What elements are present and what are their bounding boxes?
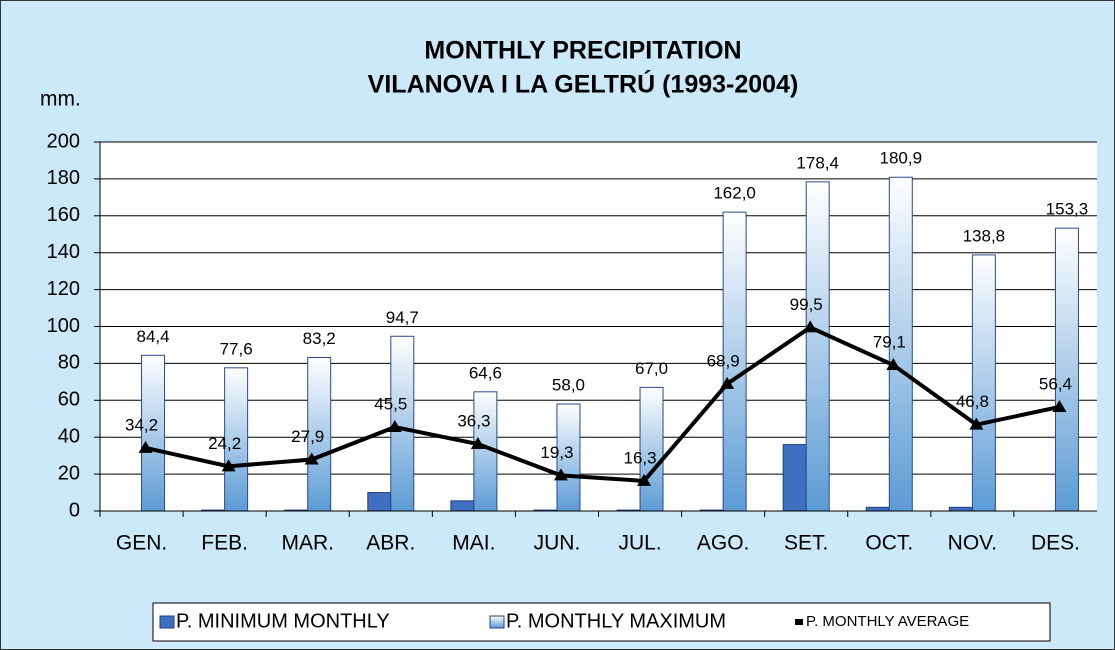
- legend: [152, 602, 1051, 642]
- legend-label: P. MONTHLY MAXIMUM: [506, 610, 726, 632]
- marker: [470, 437, 485, 450]
- bar: [805, 181, 830, 512]
- line: [145, 325, 1060, 483]
- value-label: 84,4: [136, 327, 169, 346]
- value-label: 36,3: [457, 412, 490, 431]
- legend-swatch: [489, 615, 505, 629]
- x-tick-label: OCT.: [865, 532, 913, 555]
- value-label: 68,9: [707, 351, 740, 370]
- bar: [367, 492, 392, 512]
- value-label: 79,1: [873, 333, 906, 352]
- value-label: 27,9: [291, 427, 324, 446]
- marker: [969, 417, 984, 430]
- value-label: 45,5: [374, 395, 407, 414]
- y-tick-label: 80: [58, 352, 80, 374]
- value-label: 16,3: [623, 448, 656, 467]
- marker: [1052, 399, 1067, 412]
- value-label: 64,6: [469, 363, 502, 382]
- x-tick-label: MAR.: [281, 532, 334, 555]
- legend-swatch: [795, 619, 803, 625]
- value-label: 24,2: [208, 434, 241, 453]
- marker: [387, 420, 402, 433]
- legend-label: P. MONTHLY AVERAGE: [806, 613, 969, 630]
- x-tick-label: JUN.: [534, 532, 581, 555]
- value-label: 178,4: [796, 153, 839, 172]
- chart-subtitle: VILANOVA I LA GELTRÚ (1993-2004): [368, 69, 799, 99]
- value-label: 67,0: [635, 359, 668, 378]
- value-label: 34,2: [125, 415, 158, 434]
- bar: [948, 506, 973, 512]
- y-tick-label: 140: [47, 241, 80, 263]
- y-tick-label: 100: [47, 315, 80, 337]
- bar: [865, 506, 890, 512]
- value-label: 99,5: [790, 295, 823, 314]
- marker: [803, 320, 818, 333]
- y-axis-label: mm.: [40, 88, 81, 111]
- x-tick-label: JUL.: [618, 532, 661, 555]
- y-tick-label: 180: [47, 167, 80, 189]
- marker: [221, 459, 236, 472]
- value-label: 56,4: [1039, 374, 1072, 393]
- marker: [637, 473, 652, 486]
- x-tick-label: AGO.: [697, 532, 750, 555]
- y-tick-label: 160: [47, 204, 80, 226]
- y-tick-label: 20: [58, 462, 80, 484]
- value-label: 46,8: [956, 392, 989, 411]
- marker: [886, 358, 901, 371]
- bar: [782, 444, 807, 512]
- y-tick-label: 200: [47, 130, 80, 152]
- x-tick-label: GEN.: [116, 532, 167, 555]
- x-tick-label: MAI.: [452, 532, 495, 555]
- y-tick-label: 120: [47, 278, 80, 300]
- value-label: 77,6: [220, 339, 253, 358]
- legend-swatch: [159, 615, 175, 629]
- y-tick-label: 60: [58, 389, 80, 411]
- value-label: 162,0: [713, 184, 756, 203]
- y-tick-label: 0: [69, 499, 80, 521]
- x-tick-label: SET.: [784, 532, 828, 555]
- legend-label: P. MINIMUM MONTHLY: [176, 610, 390, 632]
- value-label: 58,0: [552, 375, 585, 394]
- value-label: 138,8: [963, 226, 1006, 245]
- x-tick-label: DES.: [1031, 532, 1080, 555]
- marker: [304, 452, 319, 465]
- bar: [1054, 227, 1079, 512]
- x-tick-label: FEB.: [201, 532, 248, 555]
- value-label: 83,2: [303, 329, 336, 348]
- marker: [553, 468, 568, 481]
- y-tick-label: 40: [58, 425, 80, 447]
- bar: [971, 254, 996, 512]
- marker: [720, 376, 735, 389]
- bar: [450, 500, 475, 512]
- marker: [138, 440, 153, 453]
- chart-title: MONTHLY PRECIPITATION: [424, 37, 741, 65]
- x-tick-label: ABR.: [366, 532, 415, 555]
- value-label: 153,3: [1046, 200, 1089, 219]
- value-label: 19,3: [540, 443, 573, 462]
- value-label: 94,7: [386, 308, 419, 327]
- x-tick-label: NOV.: [948, 532, 997, 555]
- value-label: 180,9: [880, 149, 923, 168]
